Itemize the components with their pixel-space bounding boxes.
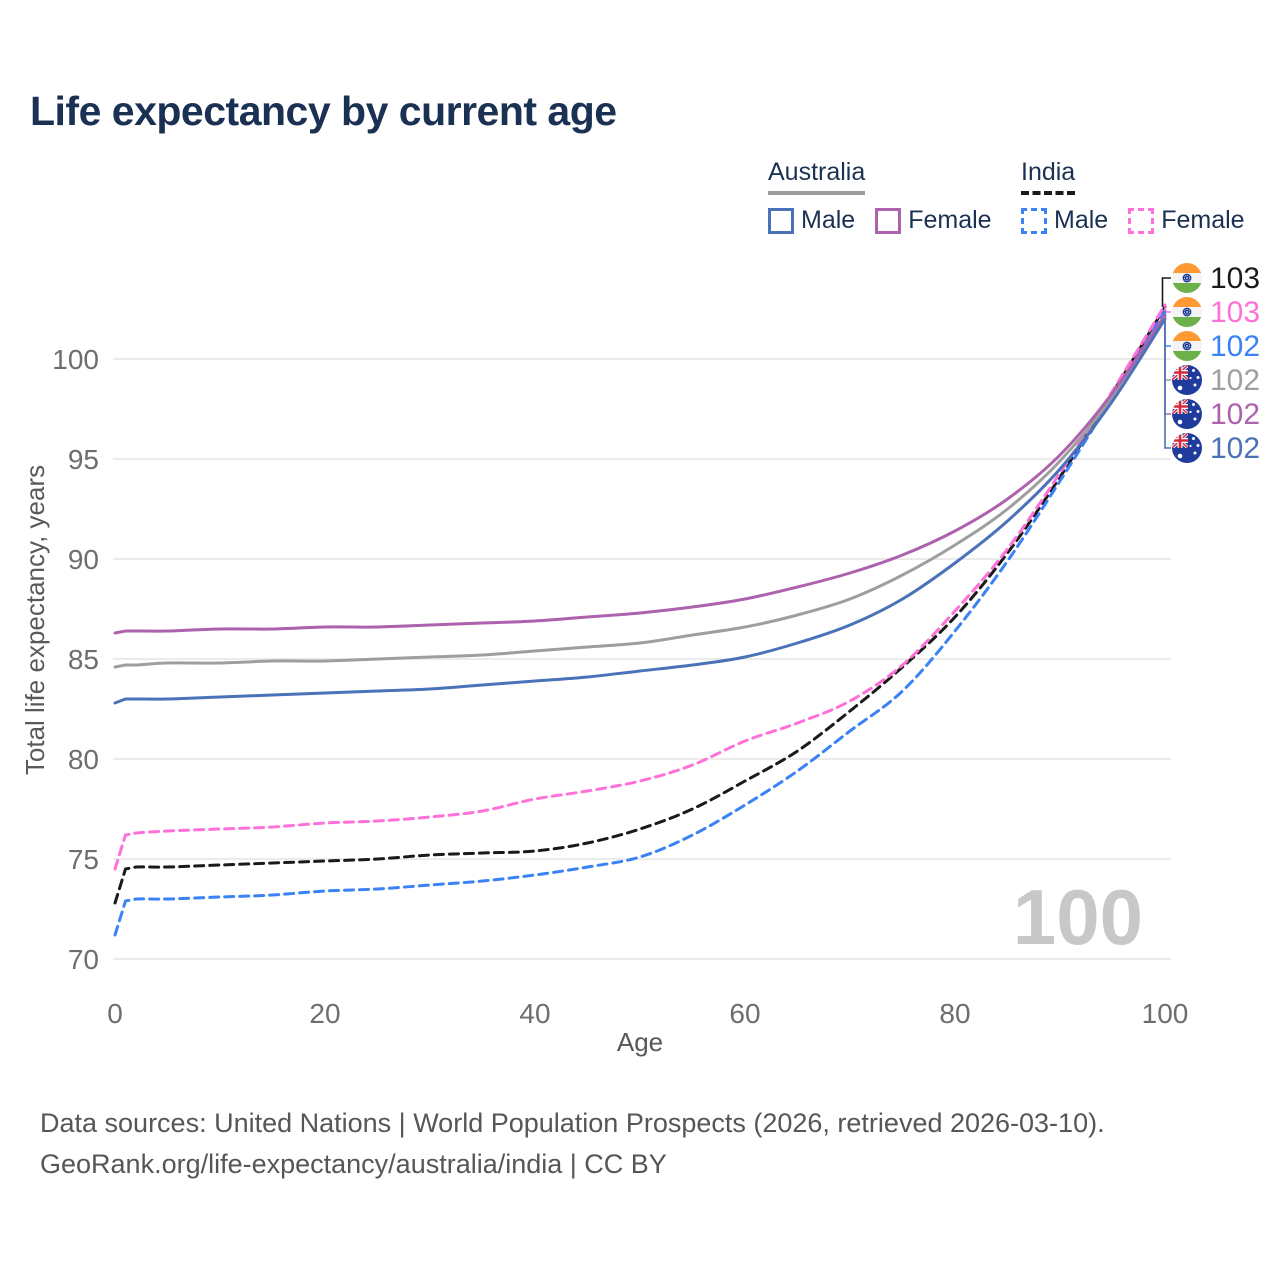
legend-country-india: India [1021, 158, 1076, 195]
legend-checkbox-australia-female[interactable] [875, 207, 902, 234]
legend-item-australia-female[interactable]: Female [875, 206, 992, 235]
end-label-connector-ind-total [1161, 277, 1171, 307]
australia-flag-icon [1172, 433, 1202, 463]
page-title: Life expectancy by current age [30, 88, 617, 134]
x-axis-title: Age [617, 1027, 663, 1057]
y-axis-title: Total life expectancy, years [20, 465, 50, 775]
watermark-age-value: 100 [1013, 873, 1143, 961]
x-tick-label: 20 [309, 998, 340, 1029]
y-tick-label: 75 [68, 844, 99, 875]
end-value-label-aus-male: 102 [1210, 432, 1260, 465]
india-flag-icon [1172, 297, 1202, 327]
chart-legend: Australia Male Female India [0, 158, 1280, 248]
legend-item-india-female[interactable]: Female [1128, 206, 1245, 235]
series-line-ind-male [113, 309, 1167, 937]
legend-country-label: India [1021, 158, 1076, 186]
source-line-1: Data sources: United Nations | World Pop… [40, 1108, 1105, 1138]
legend-item-label: Female [1161, 206, 1245, 234]
legend-checkbox-india-male[interactable] [1021, 207, 1047, 234]
y-tick-label: 100 [52, 344, 99, 375]
india-flag-icon [1172, 263, 1202, 293]
x-tick-label: 60 [729, 998, 760, 1029]
legend-checkbox-india-female[interactable] [1128, 207, 1155, 234]
legend-group-australia: Australia Male Female [768, 158, 992, 235]
x-tick-label: 40 [519, 998, 550, 1029]
legend-item-label: Male [1054, 206, 1109, 234]
legend-underline-dashed [1021, 191, 1076, 195]
series-line-aus-female [113, 313, 1167, 635]
x-tick-label: 100 [1142, 998, 1189, 1029]
end-value-label-ind-total: 103 [1210, 262, 1260, 295]
axes: 70 75 80 85 90 95 100 0 20 40 60 80 100 Total life ex… [20, 344, 1188, 1057]
series-line-ind-female [113, 303, 1167, 871]
australia-flag-icon [1172, 365, 1202, 395]
frame-counter-watermark: 100 [1013, 873, 1143, 961]
end-label-connector-aus-male [1164, 319, 1171, 449]
end-value-label-ind-male: 102 [1210, 330, 1260, 363]
india-flag-icon [1172, 331, 1202, 361]
legend-underline-solid [768, 191, 866, 195]
legend-item-australia-male[interactable]: Male [768, 206, 855, 235]
x-tick-label: 0 [107, 998, 123, 1029]
legend-item-label: Female [908, 206, 992, 234]
end-label-connector-aus-total [1164, 317, 1171, 381]
y-tick-label: 70 [68, 944, 99, 975]
y-tick-label: 80 [68, 744, 99, 775]
australia-flag-icon [1172, 399, 1202, 429]
legend-items-australia: Male Female [768, 206, 992, 235]
gridlines [113, 358, 1171, 960]
y-tick-label: 95 [68, 444, 99, 475]
legend-checkbox-australia-male[interactable] [768, 207, 794, 234]
data-series [113, 303, 1167, 937]
y-tick-label: 90 [68, 544, 99, 575]
legend-country-label: Australia [768, 158, 866, 186]
legend-items-india: Male Female [1021, 206, 1245, 235]
legend-group-india: India Male Female [1021, 158, 1245, 235]
series-line-aus-male [113, 317, 1167, 705]
source-line-2: GeoRank.org/life-expectancy/australia/in… [40, 1149, 667, 1179]
legend-country-australia: Australia [768, 158, 866, 195]
data-source-note: Data sources: United Nations | World Pop… [40, 1103, 1105, 1185]
legend-item-label: Male [801, 206, 856, 234]
end-value-label-aus-female: 102 [1210, 398, 1260, 431]
end-value-label-ind-female: 103 [1210, 296, 1260, 329]
x-tick-label: 80 [939, 998, 970, 1029]
end-label-connector-aus-female [1164, 315, 1171, 415]
end-value-label-aus-total: 102 [1210, 364, 1260, 397]
series-line-ind-total [113, 305, 1167, 905]
y-tick-label: 85 [68, 644, 99, 675]
series-line-aus-total [113, 315, 1167, 669]
legend-item-india-male[interactable]: Male [1021, 206, 1108, 235]
